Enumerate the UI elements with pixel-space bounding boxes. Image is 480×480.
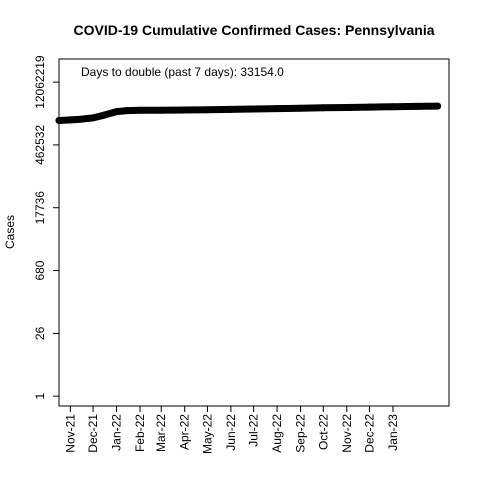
x-tick-label-2: Jan-22 [110, 414, 124, 451]
data-point-8 [157, 106, 165, 114]
data-point-12 [250, 105, 258, 113]
x-tick-label-4: Mar-22 [154, 414, 168, 452]
x-tick-label-0: Nov-21 [63, 414, 77, 453]
data-point-9 [181, 106, 189, 114]
y-tick-label-3: 17736 [33, 191, 47, 225]
data-point-13 [273, 105, 281, 113]
data-point-3 [89, 114, 97, 122]
data-point-10 [203, 106, 211, 114]
y-axis: 1 26 680 17736 462532 12062219 [33, 55, 59, 400]
x-tick-label-3: Feb-22 [133, 414, 147, 452]
x-tick-label-13: Dec-22 [362, 414, 376, 453]
x-tick-label-9: Aug-22 [270, 414, 284, 453]
y-axis-label: Cases [3, 215, 17, 249]
data-point-18 [389, 103, 397, 111]
data-point-5 [113, 108, 121, 116]
data-point-14 [297, 104, 305, 112]
x-tick-label-11: Oct-22 [316, 414, 330, 450]
series-layer [55, 102, 442, 124]
data-point-6 [123, 107, 131, 115]
data-point-7 [136, 106, 144, 114]
x-tick-label-14: Jan-23 [386, 414, 400, 451]
data-point-15 [319, 104, 327, 112]
data-point-20 [434, 102, 442, 110]
data-point-1 [66, 116, 74, 124]
x-tick-label-5: Apr-22 [178, 414, 192, 450]
y-tick-label-4: 462532 [33, 125, 47, 165]
chart-title: COVID-19 Cumulative Confirmed Cases: Pen… [74, 22, 435, 38]
x-tick-label-10: Sep-22 [294, 414, 308, 453]
x-tick-label-6: May-22 [200, 414, 214, 454]
x-tick-label-7: Jun-22 [224, 414, 238, 451]
data-point-4 [100, 111, 108, 119]
data-point-19 [412, 102, 420, 110]
data-point-0 [55, 117, 63, 124]
data-point-2 [77, 115, 85, 123]
y-tick-label-0: 1 [33, 393, 47, 400]
data-point-17 [366, 103, 373, 111]
x-tick-label-8: Jul-22 [247, 414, 261, 447]
y-tick-label-2: 680 [33, 260, 47, 280]
y-tick-label-1: 26 [33, 326, 47, 340]
doubling-annotation: Days to double (past 7 days): 33154.0 [81, 65, 284, 79]
y-tick-label-5: 12062219 [33, 55, 47, 109]
x-tick-label-1: Dec-21 [86, 414, 100, 453]
data-point-11 [227, 105, 235, 113]
x-axis: Nov-21 Dec-21 Jan-22 Feb-22 Mar-22 Apr-22 May-… [63, 406, 400, 454]
data-point-16 [343, 104, 351, 111]
x-tick-label-12: Nov-22 [340, 414, 354, 453]
